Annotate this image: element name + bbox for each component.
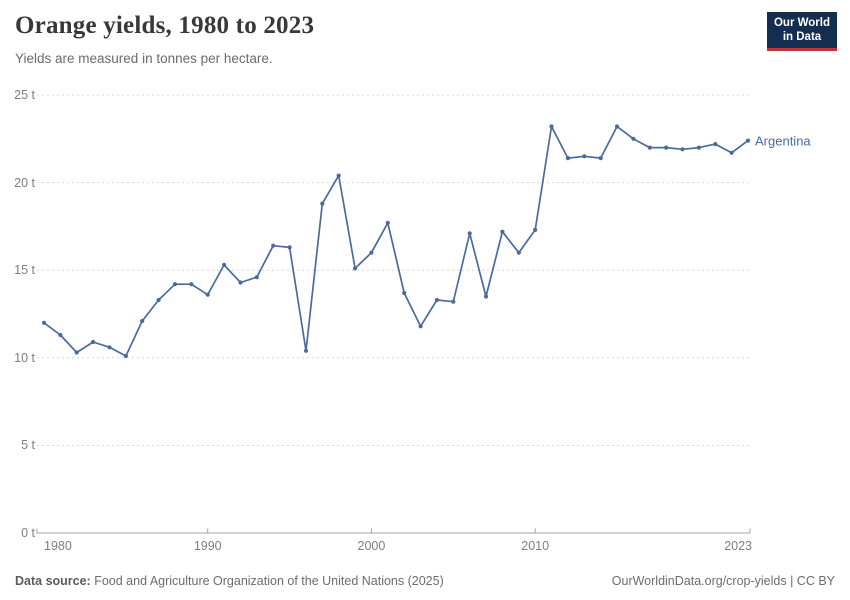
data-point[interactable] bbox=[385, 220, 390, 225]
data-point[interactable] bbox=[664, 145, 669, 150]
data-point[interactable] bbox=[729, 150, 734, 155]
data-point[interactable] bbox=[598, 156, 603, 161]
y-tick-label: 0 t bbox=[21, 526, 35, 540]
x-tick-label: 2023 bbox=[724, 539, 752, 553]
data-point[interactable] bbox=[516, 250, 521, 255]
data-point[interactable] bbox=[107, 345, 112, 350]
data-point[interactable] bbox=[500, 229, 505, 234]
data-point[interactable] bbox=[483, 294, 489, 299]
data-point[interactable] bbox=[254, 275, 259, 280]
data-point[interactable] bbox=[582, 154, 587, 159]
x-tick-label: 2000 bbox=[357, 539, 386, 553]
owid-logo-text: Our World in Data bbox=[767, 12, 837, 48]
data-point[interactable] bbox=[647, 145, 652, 150]
chart-subtitle: Yields are measured in tonnes per hectar… bbox=[15, 51, 273, 66]
data-point[interactable] bbox=[434, 297, 439, 303]
y-tick-label: 15 t bbox=[14, 263, 35, 278]
data-point[interactable] bbox=[353, 266, 358, 271]
data-point[interactable] bbox=[205, 292, 210, 297]
data-point[interactable] bbox=[287, 245, 292, 250]
data-point[interactable] bbox=[156, 297, 161, 303]
data-point[interactable] bbox=[172, 282, 178, 287]
data-point[interactable] bbox=[74, 350, 79, 355]
data-point[interactable] bbox=[320, 201, 325, 206]
data-point[interactable] bbox=[222, 262, 227, 267]
data-point[interactable] bbox=[418, 324, 423, 329]
data-point[interactable] bbox=[271, 243, 276, 248]
data-source: Data source: Food and Agriculture Organi… bbox=[15, 574, 444, 592]
data-point[interactable] bbox=[467, 231, 472, 236]
data-point[interactable] bbox=[189, 282, 194, 287]
data-source-text: Food and Agriculture Organization of the… bbox=[94, 574, 444, 588]
data-point[interactable] bbox=[745, 138, 751, 143]
data-point[interactable] bbox=[91, 339, 96, 345]
x-tick-label: 1990 bbox=[193, 539, 222, 553]
data-point[interactable] bbox=[402, 290, 407, 296]
y-tick-label: 25 t bbox=[14, 88, 35, 102]
page-title: Orange yields, 1980 to 2023 bbox=[15, 12, 315, 39]
data-source-label: Data source: bbox=[15, 574, 91, 588]
x-tick-label: 1980 bbox=[44, 539, 72, 553]
data-point[interactable] bbox=[614, 124, 620, 129]
y-tick-label: 5 t bbox=[21, 438, 35, 453]
data-point[interactable] bbox=[549, 124, 554, 129]
x-tick-label: 2010 bbox=[521, 539, 550, 553]
data-point[interactable] bbox=[533, 227, 538, 232]
data-point[interactable] bbox=[336, 173, 341, 178]
y-tick-label: 10 t bbox=[14, 350, 35, 365]
data-point[interactable] bbox=[696, 145, 702, 150]
data-point[interactable] bbox=[238, 280, 243, 285]
data-point[interactable] bbox=[123, 353, 128, 359]
data-point[interactable] bbox=[58, 332, 63, 338]
y-tick-label: 20 t bbox=[14, 175, 35, 190]
data-point[interactable] bbox=[565, 156, 571, 161]
chart-footer: Data source: Food and Agriculture Organi… bbox=[0, 574, 850, 592]
data-point[interactable] bbox=[451, 299, 456, 304]
data-point[interactable] bbox=[713, 142, 718, 147]
argentina-line[interactable] bbox=[43, 125, 749, 357]
data-point[interactable] bbox=[369, 250, 374, 255]
owid-logo-red-strip bbox=[767, 47, 837, 51]
data-point[interactable] bbox=[41, 320, 47, 325]
data-point[interactable] bbox=[680, 147, 685, 152]
data-point[interactable] bbox=[631, 136, 636, 141]
series-label-argentina[interactable]: Argentina bbox=[755, 133, 811, 149]
credit-link[interactable]: OurWorldinData.org/crop-yields | CC BY bbox=[611, 574, 835, 588]
owid-logo[interactable]: Our World in Data bbox=[767, 12, 837, 51]
data-point[interactable] bbox=[303, 348, 309, 353]
data-point[interactable] bbox=[140, 318, 145, 324]
